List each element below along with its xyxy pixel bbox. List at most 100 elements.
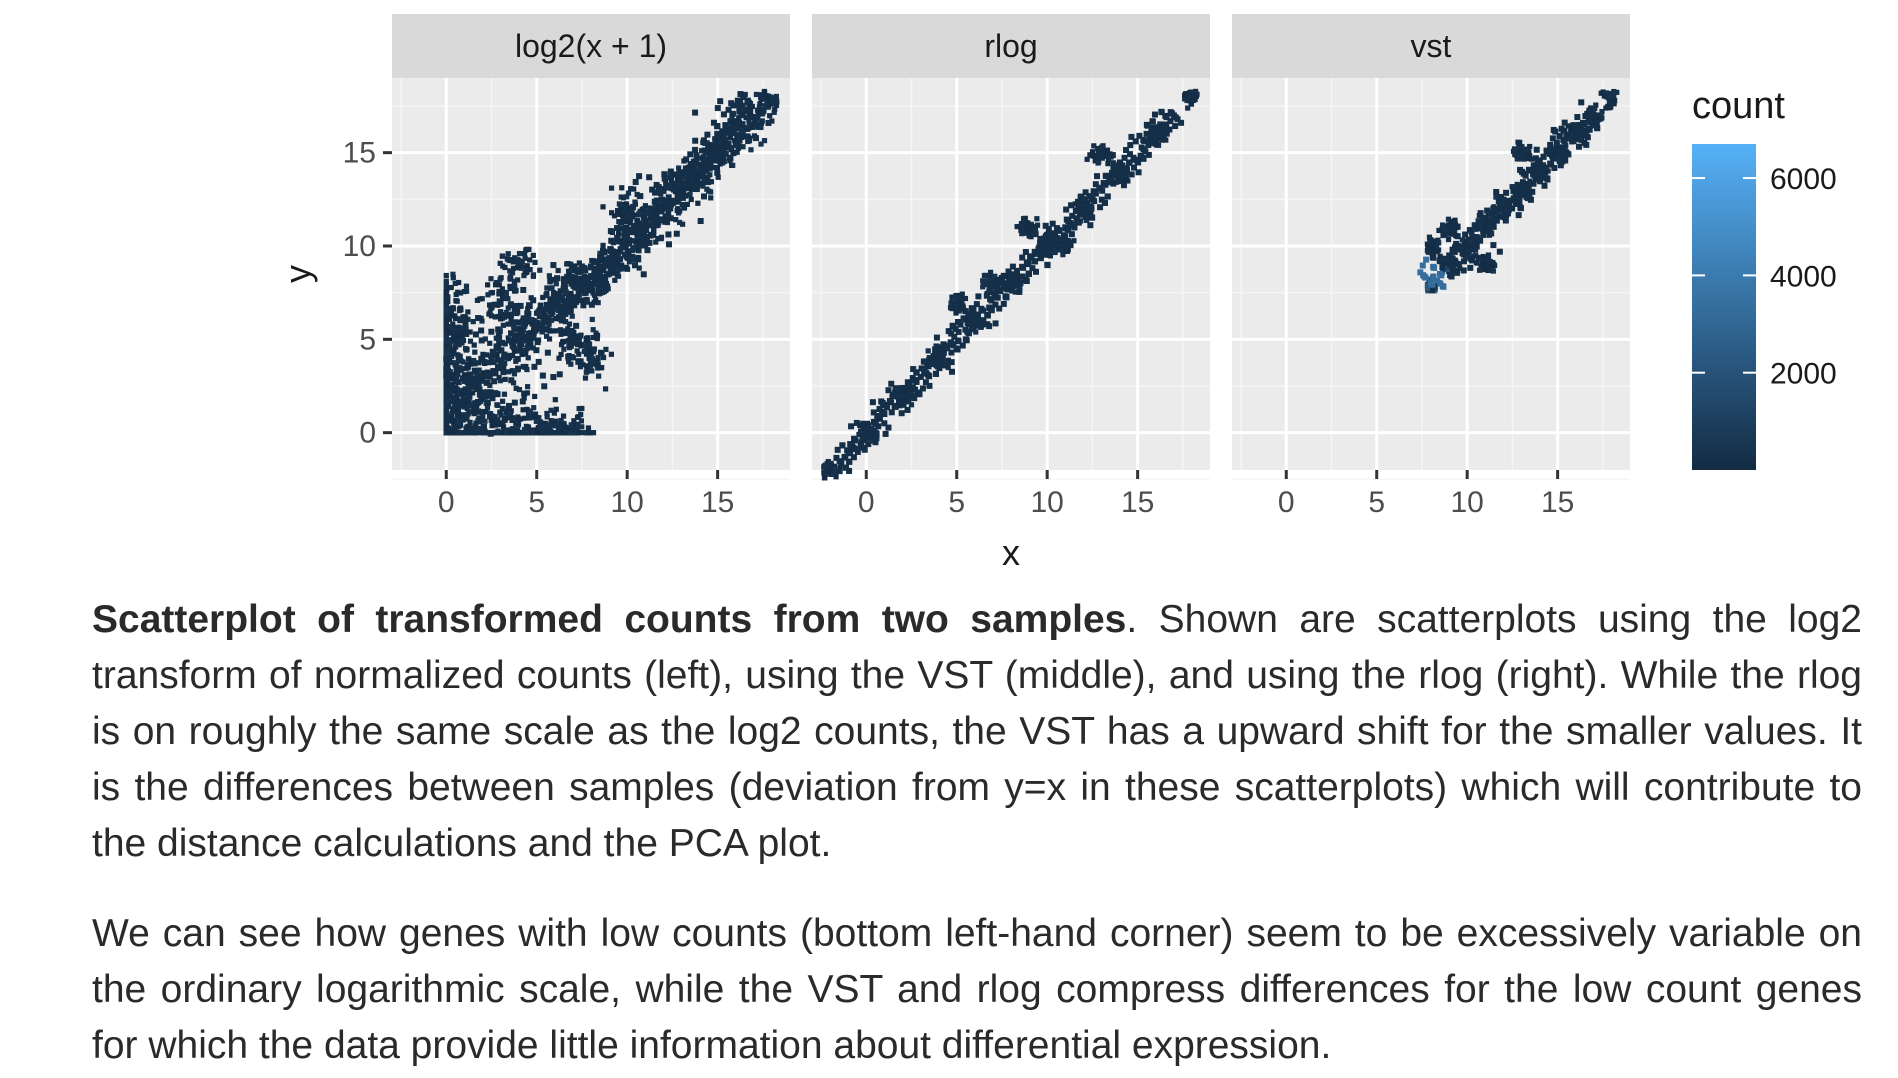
hexbin-cell — [717, 98, 724, 105]
hexbin-cell — [1550, 154, 1557, 161]
hexbin-cell — [620, 213, 626, 219]
hexbin-cell — [964, 328, 971, 335]
y-tick-label: 0 — [359, 417, 376, 450]
hexbin-cell — [555, 267, 561, 274]
hexbin-cell — [480, 413, 486, 419]
hexbin-cell — [1440, 283, 1447, 290]
hexbin-cell — [1062, 245, 1068, 252]
hexbin-cell — [455, 370, 461, 377]
hexbin-cell — [507, 302, 514, 309]
hexbin-cell — [482, 336, 488, 342]
hexbin-cell — [987, 296, 994, 303]
hexbin-cell — [450, 275, 456, 281]
hexbin-cell — [700, 193, 707, 200]
hexbin-cell — [495, 326, 502, 333]
hexbin-cell — [448, 311, 454, 317]
hexbin-cell — [1143, 130, 1150, 137]
hexbin-cell — [1143, 121, 1150, 128]
hexbin-cell — [1430, 240, 1436, 246]
hexbin-cell — [611, 270, 617, 276]
hexbin-cell — [476, 425, 483, 432]
hexbin-cell — [591, 349, 597, 355]
hexbin-cell — [726, 154, 733, 161]
hexbin-cell — [552, 397, 558, 403]
x-tick-label: 15 — [1121, 486, 1154, 519]
hexbin-cell — [642, 203, 649, 209]
hexbin-cell — [537, 419, 544, 425]
hexbin-cell — [1025, 221, 1031, 228]
hexbin-cell — [1448, 273, 1455, 280]
hexbin-cell — [601, 289, 607, 295]
hexbin-cell — [940, 341, 947, 348]
hexbin-cell — [521, 264, 527, 270]
hexbin-cell — [508, 377, 515, 384]
hexbin-cell — [1454, 233, 1461, 240]
hexbin-cell — [508, 257, 514, 263]
caption-title: Scatterplot of transformed counts from t… — [92, 598, 1127, 641]
hexbin-cell — [1084, 213, 1090, 219]
hexbin-cell — [871, 428, 878, 435]
hexbin-cell — [886, 398, 893, 405]
hexbin-cell — [525, 384, 531, 390]
hexbin-cell — [551, 430, 557, 436]
hexbin-cell — [1530, 171, 1537, 178]
hexbin-cell — [1526, 167, 1533, 174]
hexbin-cell — [1096, 185, 1103, 192]
hexbin-cell — [1569, 131, 1575, 137]
hexbin-cell — [687, 151, 694, 158]
hexbin-cell — [922, 379, 929, 386]
hexbin-cell — [1110, 160, 1116, 166]
hexbin-cell — [1032, 231, 1039, 238]
hexbin-cell — [842, 464, 849, 471]
hexbin-cell — [1483, 225, 1490, 232]
hexbin-cell — [500, 369, 507, 376]
hexbin-cell — [1009, 263, 1016, 270]
x-tick-label: 10 — [1450, 486, 1483, 519]
hexbin-cell — [888, 380, 895, 387]
hexbin-cell — [475, 315, 482, 322]
figure-caption: Scatterplot of transformed counts from t… — [92, 592, 1862, 872]
hexbin-cell — [580, 302, 587, 309]
hexbin-cell — [557, 327, 563, 334]
hexbin-cell — [732, 138, 738, 144]
hexbin-cell — [640, 206, 647, 213]
hexbin-cell — [745, 99, 752, 106]
hexbin-cell — [630, 254, 636, 260]
hexbin-cell — [630, 222, 637, 229]
hexbin-cell — [711, 157, 718, 164]
hexbin-cell — [530, 252, 536, 258]
hexbin-cell — [929, 357, 936, 364]
hexbin-cell — [996, 305, 1003, 312]
hexbin-cell — [453, 339, 460, 346]
hexbin-cell — [602, 285, 609, 291]
hexbin-cell — [1550, 150, 1557, 157]
hexbin-cell — [714, 123, 721, 130]
hexbin-cell — [1126, 159, 1133, 166]
hexbin-cell — [551, 291, 558, 298]
hexbin-cell — [520, 334, 526, 340]
hexbin-cell — [454, 360, 460, 366]
hexbin-cell — [898, 410, 905, 417]
hexbin-cell — [1024, 227, 1030, 233]
hexbin-cell — [467, 372, 474, 379]
hexbin-cell — [529, 317, 535, 323]
hexbin-cell — [576, 406, 582, 412]
hexbin-cell — [1077, 211, 1084, 218]
hexbin-cell — [743, 106, 750, 113]
hexbin-cell — [508, 330, 515, 337]
hexbin-cell — [1576, 143, 1583, 150]
hexbin-cell — [1043, 233, 1050, 240]
hexbin-cell — [451, 405, 457, 411]
hexbin-cell — [579, 424, 585, 430]
hexbin-cell — [769, 118, 775, 124]
hexbin-cell — [1160, 129, 1167, 136]
hexbin-cell — [1493, 217, 1500, 224]
hexbin-cell — [1087, 222, 1094, 229]
hexbin-cell — [488, 354, 495, 360]
hexbin-cell — [505, 356, 512, 362]
hexbin-cell — [1431, 248, 1438, 254]
hexbin-cell — [530, 272, 537, 278]
hexbin-cell — [1589, 111, 1596, 118]
hexbin-cell — [591, 271, 597, 277]
